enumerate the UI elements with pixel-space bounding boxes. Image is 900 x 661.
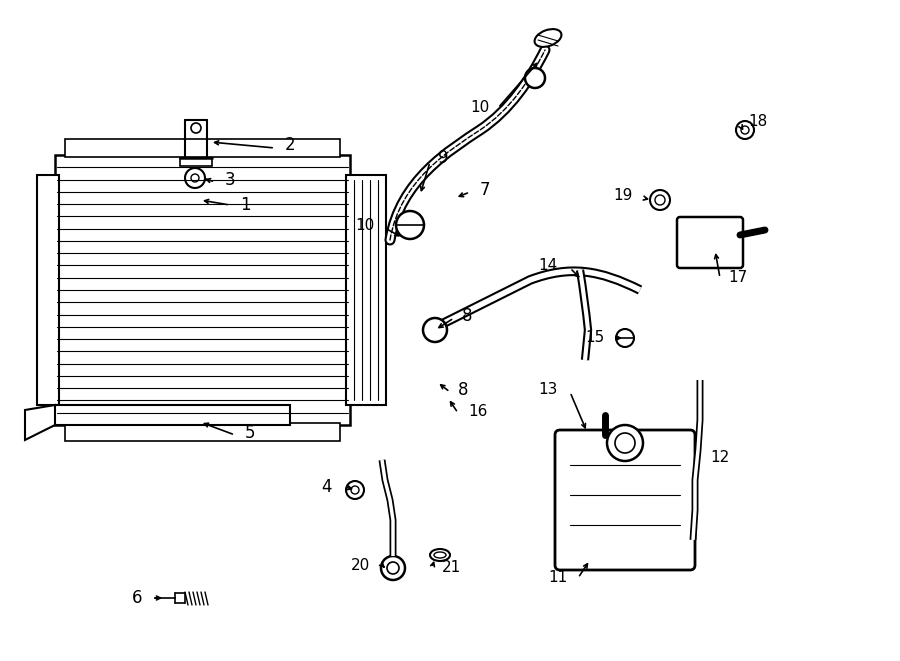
Circle shape: [736, 121, 754, 139]
Bar: [55, 155, 350, 425]
Text: 12: 12: [710, 451, 729, 465]
Text: 9: 9: [438, 149, 448, 167]
Text: 20: 20: [351, 557, 370, 572]
Text: 19: 19: [614, 188, 633, 204]
Text: 14: 14: [539, 258, 558, 272]
Circle shape: [650, 190, 670, 210]
Bar: [65, 423, 340, 441]
Text: 17: 17: [728, 270, 747, 286]
Circle shape: [615, 433, 635, 453]
Text: 7: 7: [480, 181, 491, 199]
Text: 3: 3: [225, 171, 236, 189]
Circle shape: [381, 556, 405, 580]
Circle shape: [396, 211, 424, 239]
Circle shape: [741, 126, 749, 134]
Circle shape: [191, 174, 199, 182]
Ellipse shape: [430, 549, 450, 561]
Circle shape: [423, 318, 447, 342]
Text: 6: 6: [131, 589, 142, 607]
Circle shape: [387, 562, 399, 574]
Circle shape: [346, 481, 364, 499]
Text: 2: 2: [285, 136, 295, 154]
Circle shape: [525, 68, 545, 88]
Circle shape: [655, 195, 665, 205]
Ellipse shape: [535, 29, 562, 47]
PathPatch shape: [25, 405, 55, 440]
Circle shape: [191, 123, 201, 133]
PathPatch shape: [30, 405, 290, 435]
Bar: [346, 175, 386, 405]
Text: 13: 13: [538, 383, 558, 397]
Text: 5: 5: [245, 424, 256, 442]
Text: 18: 18: [748, 114, 767, 130]
FancyBboxPatch shape: [677, 217, 743, 268]
Circle shape: [607, 425, 643, 461]
Text: 21: 21: [442, 561, 461, 576]
Circle shape: [185, 168, 205, 188]
Text: 16: 16: [468, 405, 488, 420]
Text: 4: 4: [321, 478, 332, 496]
Ellipse shape: [434, 552, 446, 558]
Text: 8: 8: [462, 307, 472, 325]
FancyBboxPatch shape: [555, 430, 695, 570]
Bar: [65, 139, 340, 157]
Circle shape: [351, 486, 359, 494]
Text: 10: 10: [356, 217, 375, 233]
Bar: [37, 175, 59, 405]
Text: 15: 15: [586, 330, 605, 346]
Text: 11: 11: [549, 570, 568, 586]
Text: 10: 10: [471, 100, 490, 116]
Bar: [180, 158, 212, 166]
Text: 1: 1: [240, 196, 250, 214]
Text: 8: 8: [458, 381, 469, 399]
Circle shape: [616, 329, 634, 347]
